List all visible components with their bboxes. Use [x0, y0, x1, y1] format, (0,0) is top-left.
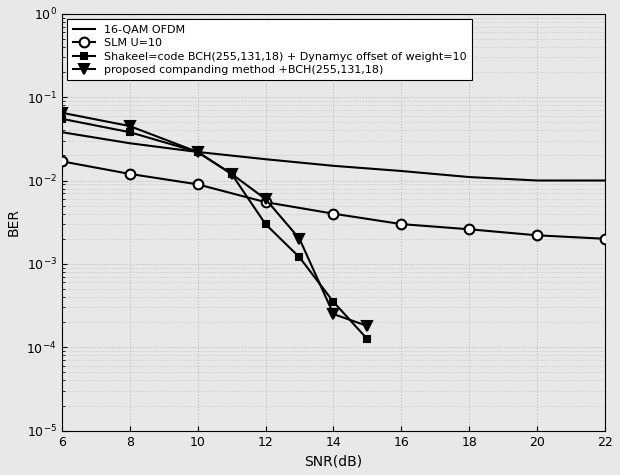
SLM U=10 [126, 171, 133, 177]
Line: 16-QAM OFDM: 16-QAM OFDM [62, 132, 605, 180]
proposed companding method +BCH(255,131,18) [262, 196, 269, 202]
SLM U=10 [601, 236, 609, 242]
Shakeel=code BCH(255,131,18) + Dynamyc offset of weight=10 [228, 171, 235, 177]
proposed companding method +BCH(255,131,18) [194, 149, 202, 155]
16-QAM OFDM [601, 178, 609, 183]
X-axis label: SNR(dB): SNR(dB) [304, 454, 363, 468]
SLM U=10 [330, 211, 337, 217]
Shakeel=code BCH(255,131,18) + Dynamyc offset of weight=10 [364, 336, 371, 342]
Line: Shakeel=code BCH(255,131,18) + Dynamyc offset of weight=10: Shakeel=code BCH(255,131,18) + Dynamyc o… [58, 115, 371, 342]
SLM U=10 [194, 181, 202, 187]
16-QAM OFDM [397, 168, 405, 174]
SLM U=10 [466, 227, 473, 232]
16-QAM OFDM [58, 129, 66, 135]
Shakeel=code BCH(255,131,18) + Dynamyc offset of weight=10 [262, 221, 269, 227]
proposed companding method +BCH(255,131,18) [296, 236, 303, 242]
proposed companding method +BCH(255,131,18) [228, 171, 235, 177]
Shakeel=code BCH(255,131,18) + Dynamyc offset of weight=10 [194, 149, 202, 155]
16-QAM OFDM [330, 163, 337, 169]
Shakeel=code BCH(255,131,18) + Dynamyc offset of weight=10 [58, 116, 66, 122]
proposed companding method +BCH(255,131,18) [58, 110, 66, 115]
Line: proposed companding method +BCH(255,131,18): proposed companding method +BCH(255,131,… [57, 108, 372, 331]
proposed companding method +BCH(255,131,18) [330, 311, 337, 317]
Shakeel=code BCH(255,131,18) + Dynamyc offset of weight=10 [296, 255, 303, 260]
Legend: 16-QAM OFDM, SLM U=10, Shakeel=code BCH(255,131,18) + Dynamyc offset of weight=1: 16-QAM OFDM, SLM U=10, Shakeel=code BCH(… [67, 19, 472, 80]
16-QAM OFDM [194, 149, 202, 155]
Shakeel=code BCH(255,131,18) + Dynamyc offset of weight=10 [126, 129, 133, 135]
proposed companding method +BCH(255,131,18) [126, 123, 133, 129]
16-QAM OFDM [126, 141, 133, 146]
Line: SLM U=10: SLM U=10 [57, 156, 610, 244]
16-QAM OFDM [534, 178, 541, 183]
16-QAM OFDM [466, 174, 473, 180]
proposed companding method +BCH(255,131,18) [364, 323, 371, 329]
SLM U=10 [397, 221, 405, 227]
SLM U=10 [58, 159, 66, 164]
SLM U=10 [262, 200, 269, 205]
Y-axis label: BER: BER [7, 208, 21, 236]
16-QAM OFDM [262, 156, 269, 162]
SLM U=10 [534, 232, 541, 238]
Shakeel=code BCH(255,131,18) + Dynamyc offset of weight=10 [330, 299, 337, 305]
